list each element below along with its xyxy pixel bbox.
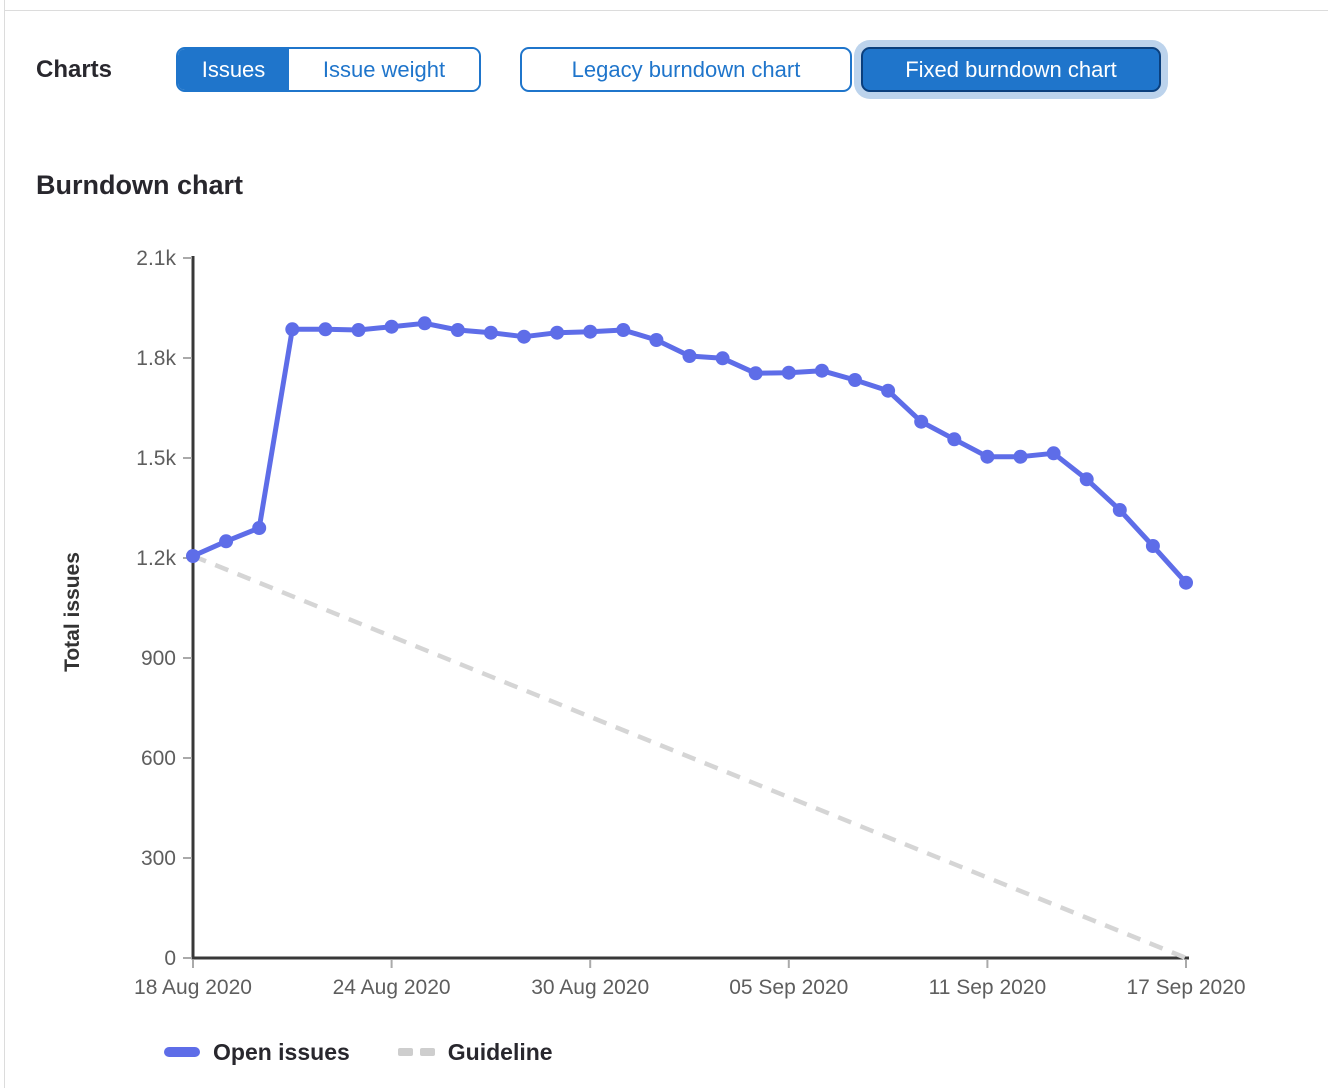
- fixed-burndown-chart-button[interactable]: Fixed burndown chart: [861, 47, 1161, 92]
- x-axis-tick-label: 11 Sep 2020: [929, 976, 1047, 999]
- legend-label-guideline: Guideline: [447, 1038, 553, 1065]
- x-axis-tick-label: 24 Aug 2020: [333, 976, 451, 999]
- open-issues-data-point[interactable]: [781, 365, 796, 380]
- open-issues-data-point[interactable]: [914, 414, 929, 429]
- open-issues-data-point[interactable]: [1179, 575, 1193, 590]
- y-axis-tick-label: 2.1k: [136, 247, 176, 270]
- issues-weight-toggle-group: Issues Issue weight: [176, 47, 481, 92]
- x-axis-tick-label: 18 Aug 2020: [134, 976, 252, 999]
- guideline-series: [192, 553, 1187, 961]
- guideline-dash-swatch: [397, 1048, 435, 1056]
- open-issues-data-point[interactable]: [715, 351, 730, 366]
- y-axis-tick-label: 900: [141, 647, 176, 670]
- open-issues-data-point[interactable]: [417, 316, 432, 331]
- open-issues-data-point[interactable]: [186, 549, 200, 563]
- open-issues-data-point[interactable]: [550, 325, 565, 340]
- legend-item-guideline[interactable]: Guideline: [397, 1038, 553, 1066]
- open-issues-data-point[interactable]: [1079, 472, 1094, 487]
- legend-label-open-issues: Open issues: [213, 1038, 350, 1065]
- y-axis-tick-label: 300: [141, 847, 176, 870]
- open-issues-data-point[interactable]: [1145, 539, 1160, 553]
- open-issues-data-point[interactable]: [947, 432, 962, 447]
- chart-version-button-group: Legacy burndown chart Fixed burndown cha…: [520, 47, 1161, 92]
- open-issues-data-point[interactable]: [384, 319, 399, 334]
- open-issues-data-point[interactable]: [848, 373, 862, 387]
- open-issues-line-swatch: [164, 1047, 200, 1057]
- pane-left-border: [4, 0, 5, 1088]
- open-issues-data-point[interactable]: [649, 333, 664, 347]
- open-issues-data-point[interactable]: [1046, 446, 1061, 461]
- legacy-burndown-chart-button[interactable]: Legacy burndown chart: [520, 47, 852, 92]
- open-issues-data-point[interactable]: [285, 322, 300, 337]
- y-axis-tick-label: 600: [141, 747, 176, 770]
- y-axis-tick-label: 1.2k: [136, 547, 176, 570]
- open-issues-data-point[interactable]: [682, 349, 697, 363]
- chart-legend: Open issues Guideline: [164, 1036, 553, 1068]
- x-axis-tick-label: 17 Sep 2020: [1126, 976, 1245, 999]
- open-issues-data-point[interactable]: [814, 363, 829, 378]
- toggle-issue-weight-button[interactable]: Issue weight: [289, 49, 479, 90]
- y-axis-title: Total issues: [61, 552, 84, 672]
- open-issues-data-point[interactable]: [318, 322, 333, 337]
- page-title: Burndown chart: [36, 170, 243, 200]
- open-issues-data-point[interactable]: [252, 521, 267, 535]
- open-issues-data-point[interactable]: [748, 366, 763, 381]
- open-issues-data-point[interactable]: [450, 323, 465, 337]
- y-axis-tick-label: 0: [164, 947, 176, 970]
- open-issues-data-point[interactable]: [583, 324, 598, 339]
- x-axis-tick-label: 05 Sep 2020: [729, 976, 848, 999]
- charts-label: Charts: [36, 56, 113, 83]
- open-issues-data-point[interactable]: [483, 325, 498, 340]
- open-issues-data-point[interactable]: [517, 329, 531, 344]
- pane-top-border: [5, 10, 1328, 11]
- x-axis-tick-label: 30 Aug 2020: [531, 976, 649, 999]
- legend-item-open-issues[interactable]: Open issues: [164, 1039, 350, 1066]
- open-issues-data-point[interactable]: [351, 323, 366, 337]
- toggle-issues-button[interactable]: Issues: [178, 49, 289, 90]
- open-issues-data-point[interactable]: [1112, 503, 1127, 517]
- y-axis-tick-label: 1.8k: [136, 347, 176, 370]
- open-issues-data-point[interactable]: [1013, 449, 1028, 464]
- open-issues-data-point[interactable]: [219, 534, 234, 549]
- open-issues-data-point[interactable]: [980, 449, 995, 464]
- open-issues-data-point[interactable]: [881, 383, 896, 398]
- open-issues-data-point[interactable]: [616, 323, 631, 337]
- y-axis-tick-label: 1.5k: [136, 447, 176, 470]
